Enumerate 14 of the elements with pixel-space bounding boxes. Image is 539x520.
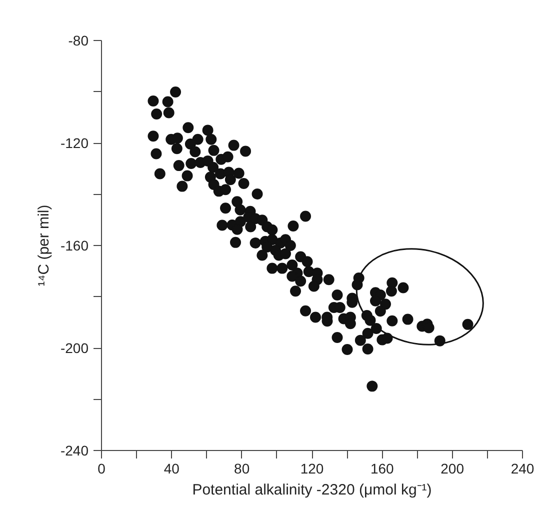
x-tick-label: 80 bbox=[234, 460, 250, 476]
y-tick-label: -80 bbox=[68, 32, 89, 48]
x-tick-label: 200 bbox=[440, 460, 464, 476]
x-tick-label: 0 bbox=[98, 460, 106, 476]
x-tick-label: 160 bbox=[370, 460, 394, 476]
y-tick-label: -120 bbox=[60, 135, 89, 151]
x-axis-title: Potential alkalinity -2320 (μmol kg⁻¹) bbox=[192, 482, 432, 498]
x-tick-label: 120 bbox=[300, 460, 324, 476]
x-tick-label: 40 bbox=[164, 460, 180, 476]
y-tick-label: -160 bbox=[60, 238, 89, 254]
y-tick-label: -200 bbox=[60, 340, 89, 356]
y-tick-label: -240 bbox=[60, 442, 89, 458]
x-tick-label: 240 bbox=[510, 460, 534, 476]
y-axis-title: ¹⁴C (per mil) bbox=[35, 204, 52, 286]
